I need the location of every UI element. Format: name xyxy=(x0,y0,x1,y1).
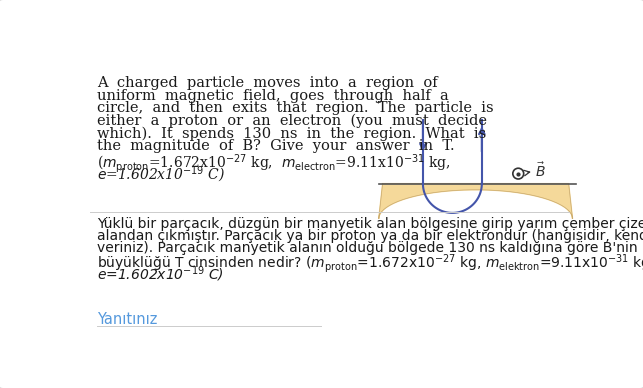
Text: Yüklü bir parçacık, düzgün bir manyetik alan bölgesine girip yarım çember çizere: Yüklü bir parçacık, düzgün bir manyetik … xyxy=(98,217,643,231)
Text: circle,  and  then  exits  that  region.  The  particle  is: circle, and then exits that region. The … xyxy=(98,101,494,115)
Text: $\vec{B}$: $\vec{B}$ xyxy=(536,161,546,180)
Text: ($m_{\mathrm{proton}}$=1.672x10$^{-27}$ kg,  $m_{\mathrm{electron}}$=9.11x10$^{-: ($m_{\mathrm{proton}}$=1.672x10$^{-27}$ … xyxy=(98,152,451,175)
Text: $e$=1.602x10$^{-19}$ C): $e$=1.602x10$^{-19}$ C) xyxy=(98,165,226,185)
Text: alandan çıkmıştır. Parçacık ya bir proton ya da bir elektrondur (hangisidir, ken: alandan çıkmıştır. Parçacık ya bir proto… xyxy=(98,229,643,242)
Text: which).  It  spends  130  ns  in  the  region.  What  is: which). It spends 130 ns in the region. … xyxy=(98,126,487,141)
Text: A  charged  particle  moves  into  a  region  of: A charged particle moves into a region o… xyxy=(98,76,438,90)
Polygon shape xyxy=(379,184,572,219)
Text: the  magnitude  of  B?  Give  your  answer  in  T.: the magnitude of B? Give your answer in … xyxy=(98,139,455,153)
Text: büyüklüğü T cinsinden nedir? ($m_{\mathrm{proton}}$=1.672x10$^{-27}$ kg, $m_{\ma: büyüklüğü T cinsinden nedir? ($m_{\mathr… xyxy=(98,253,643,275)
Text: either  a  proton  or  an  electron  (you  must  decide: either a proton or an electron (you must… xyxy=(98,114,487,128)
Text: Yanıtınız: Yanıtınız xyxy=(98,312,158,327)
Text: uniform  magnetic  field,  goes  through  half  a: uniform magnetic field, goes through hal… xyxy=(98,88,449,102)
Text: veriniz). Parçacık manyetik alanın olduğu bölgede 130 ns kaldığına göre B'nin: veriniz). Parçacık manyetik alanın olduğ… xyxy=(98,241,638,255)
Text: $e$=1.602x10$^{-19}$ C): $e$=1.602x10$^{-19}$ C) xyxy=(98,265,224,284)
